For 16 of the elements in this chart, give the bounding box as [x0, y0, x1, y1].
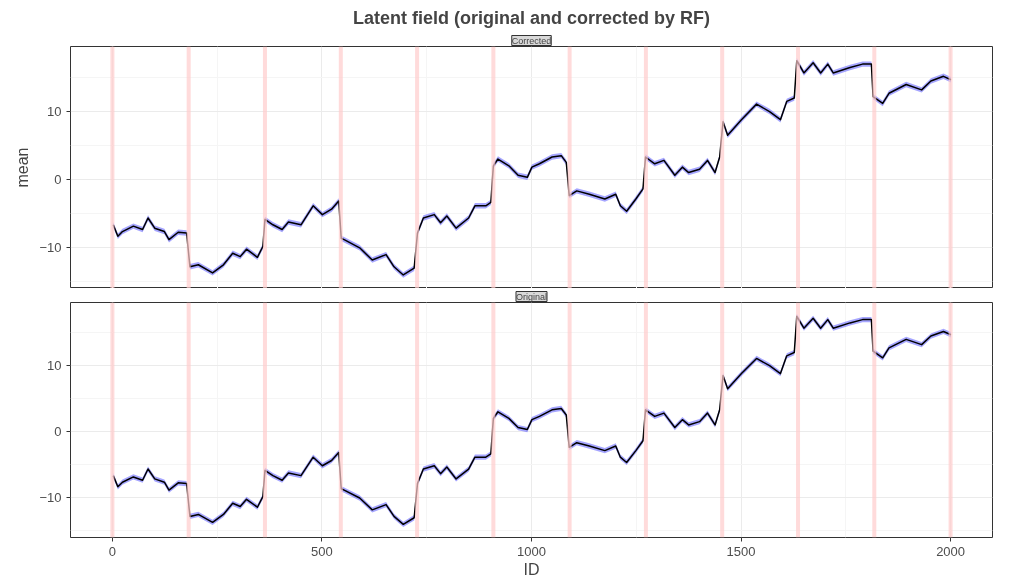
x-tick-label: 0	[108, 543, 117, 559]
chart-subtitle: Corrected	[511, 35, 552, 46]
y-tick-label: −10	[39, 489, 62, 505]
chart-title: Original	[515, 291, 548, 302]
x-tick-label: 1500	[726, 543, 756, 559]
y-tick-label: 10	[47, 104, 62, 120]
x-axis-title: ID	[523, 560, 540, 578]
y-tick-label: −10	[39, 239, 62, 255]
chart-title: Latent field (original and corrected by RF)	[352, 7, 711, 28]
x-tick-label: 2000	[936, 543, 966, 559]
y-tick-label: 0	[54, 424, 62, 440]
y-tick-label: 0	[54, 171, 62, 187]
x-tick-label: 1000	[517, 543, 546, 559]
y-tick-label: 10	[47, 358, 62, 374]
x-tick-label: 500	[311, 543, 333, 559]
y-axis-title: mean	[14, 147, 32, 188]
